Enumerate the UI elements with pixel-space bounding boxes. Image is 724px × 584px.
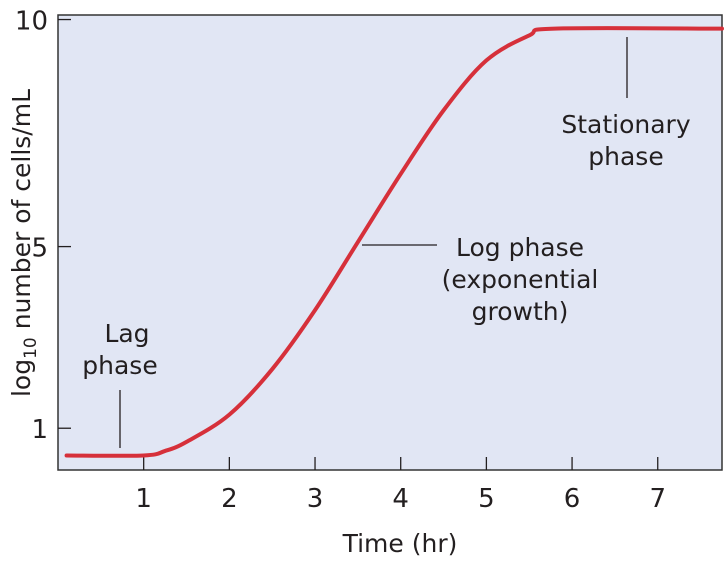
y-axis-label-subscript: 10 — [21, 337, 41, 359]
y-axis-label: log10 number of cells/mL — [7, 89, 41, 397]
log-phase-label-2: (exponential — [442, 265, 599, 294]
x-tick-label: 4 — [392, 484, 409, 514]
x-axis-label: Time (hr) — [342, 529, 458, 558]
x-tick-label: 6 — [564, 484, 581, 514]
y-tick-label: 5 — [31, 234, 48, 264]
x-tick-label: 3 — [307, 484, 324, 514]
x-tick-label: 7 — [649, 484, 666, 514]
stationary-phase-label-1: Stationary — [561, 110, 690, 139]
y-axis-label-prefix: log — [7, 359, 36, 397]
x-tick-label: 1 — [135, 484, 152, 514]
x-tick-label: 5 — [478, 484, 495, 514]
growth-curve-line — [64, 26, 724, 458]
y-tick-label: 1 — [31, 415, 48, 445]
lag-phase-label-1: Lag — [104, 319, 149, 348]
stationary-phase-label-2: phase — [588, 142, 663, 171]
y-axis-label-suffix: number of cells/mL — [7, 89, 36, 337]
lag-phase-label-2: phase — [82, 351, 157, 380]
log-phase-label-3: growth) — [472, 297, 569, 326]
x-tick-label: 2 — [221, 484, 238, 514]
plot-area — [57, 14, 723, 471]
log-phase-label-1: Log phase — [456, 233, 584, 262]
y-tick-label: 10 — [15, 7, 48, 37]
